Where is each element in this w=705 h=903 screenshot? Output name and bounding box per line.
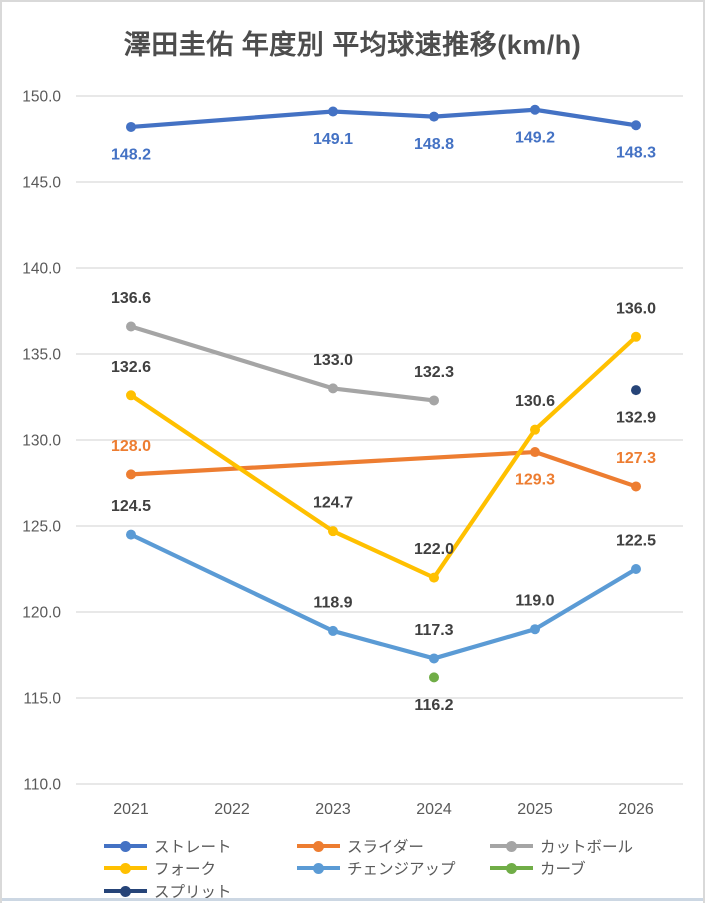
- data-label-fork: 130.6: [515, 393, 555, 410]
- x-axis-tick-label: 2026: [618, 801, 654, 818]
- data-point-changeup: [126, 529, 136, 540]
- series-line-slider: [128, 449, 639, 489]
- legend-marker-icon: [120, 862, 131, 874]
- data-label-changeup: 122.5: [616, 533, 656, 550]
- data-label-cutter: 133.0: [313, 352, 353, 369]
- data-point-fork: [429, 572, 439, 583]
- y-axis-tick-label: 120.0: [22, 605, 61, 622]
- data-label-straight: 149.2: [515, 129, 555, 146]
- data-point-straight: [328, 106, 338, 117]
- data-label-slider: 129.3: [515, 472, 555, 489]
- data-label-changeup: 119.0: [515, 593, 554, 610]
- data-point-straight: [429, 111, 439, 122]
- y-axis-tick-label: 135.0: [22, 347, 61, 364]
- legend-item-slider: スライダー: [297, 836, 424, 856]
- data-point-split: [631, 385, 641, 396]
- legend-item-straight: ストレート: [104, 836, 232, 856]
- legend-line-icon: [104, 840, 147, 852]
- bottom-edge-line: [2, 898, 703, 901]
- data-point-fork: [126, 390, 136, 401]
- data-label-straight: 148.3: [616, 145, 656, 162]
- data-label-fork: 132.6: [111, 359, 151, 376]
- x-axis-tick-label: 2023: [315, 801, 351, 818]
- legend-label: カーブ: [540, 861, 586, 878]
- data-label-cutter: 132.3: [414, 364, 454, 381]
- legend-item-split: スプリット: [104, 881, 232, 901]
- data-point-straight: [530, 104, 540, 115]
- legend-item-changeup: チェンジアップ: [297, 858, 456, 878]
- legend-line-icon: [297, 840, 340, 852]
- data-label-changeup: 118.9: [313, 594, 352, 611]
- data-point-cutter: [328, 383, 338, 394]
- data-point-slider: [530, 447, 540, 458]
- y-axis-tick-label: 140.0: [22, 261, 61, 278]
- legend-marker-icon: [120, 840, 131, 852]
- legend-marker-icon: [313, 840, 324, 852]
- legend-label: フォーク: [154, 861, 217, 878]
- data-point-slider: [126, 469, 136, 480]
- data-label-slider: 128.0: [111, 438, 151, 455]
- legend-label: カットボール: [540, 839, 634, 856]
- x-axis-tick-label: 2025: [517, 801, 553, 818]
- legend-marker-icon: [506, 840, 517, 852]
- series-line-fork: [128, 334, 639, 580]
- legend-item-curve: カーブ: [490, 858, 586, 878]
- legend-line-icon: [104, 885, 147, 897]
- legend-marker-icon: [120, 885, 131, 897]
- y-axis-tick-label: 125.0: [22, 519, 61, 536]
- legend-label: ストレート: [154, 839, 232, 856]
- x-axis-tick-label: 2021: [113, 801, 149, 818]
- data-point-cutter: [126, 321, 136, 332]
- data-label-straight: 149.1: [313, 131, 353, 148]
- chart-title: 澤田圭佑 年度別 平均球速推移(km/h): [123, 30, 582, 60]
- legend-marker-icon: [506, 862, 517, 874]
- y-axis-tick-label: 150.0: [22, 89, 61, 106]
- data-point-straight: [126, 121, 136, 132]
- legend-label: スプリット: [154, 884, 232, 901]
- data-point-cutter: [429, 395, 439, 406]
- y-axis-tick-label: 115.0: [23, 691, 61, 708]
- data-point-fork: [328, 526, 338, 537]
- data-point-changeup: [631, 564, 641, 574]
- data-label-fork: 124.7: [313, 495, 353, 512]
- data-label-fork: 136.0: [616, 300, 656, 317]
- legend-line-icon: [490, 862, 533, 874]
- y-axis-tick-label: 110.0: [23, 777, 61, 794]
- data-label-cutter: 136.6: [111, 290, 151, 307]
- y-axis-tick-label: 130.0: [22, 433, 61, 450]
- legend-item-fork: フォーク: [104, 858, 216, 878]
- legend-line-icon: [490, 840, 533, 852]
- x-axis-tick-label: 2022: [214, 801, 250, 818]
- y-axis-tick-label: 145.0: [22, 175, 61, 192]
- series-line-straight: [128, 107, 639, 130]
- data-label-straight: 148.8: [414, 136, 454, 153]
- data-point-changeup: [429, 653, 439, 664]
- data-point-changeup: [328, 625, 338, 636]
- data-point-fork: [631, 331, 641, 342]
- data-label-changeup: 124.5: [111, 498, 151, 515]
- data-label-fork: 122.0: [414, 541, 454, 558]
- legend-marker-icon: [313, 862, 324, 874]
- legend-line-icon: [297, 862, 340, 874]
- legend-label: スライダー: [347, 839, 424, 856]
- legend-label: チェンジアップ: [347, 861, 456, 878]
- data-point-slider: [631, 481, 641, 492]
- data-label-split: 132.9: [616, 410, 656, 427]
- data-point-changeup: [530, 624, 540, 635]
- data-label-changeup: 117.3: [414, 622, 453, 639]
- x-axis-tick-label: 2024: [416, 801, 452, 818]
- data-point-straight: [631, 120, 641, 131]
- data-point-fork: [530, 424, 540, 435]
- data-label-slider: 127.3: [616, 450, 656, 467]
- legend-item-cutter: カットボール: [490, 836, 633, 856]
- series-line-cutter: [128, 324, 437, 403]
- legend-line-icon: [104, 862, 147, 874]
- data-label-straight: 148.2: [111, 146, 151, 163]
- data-point-curve: [429, 672, 439, 683]
- data-label-curve: 116.2: [414, 697, 453, 714]
